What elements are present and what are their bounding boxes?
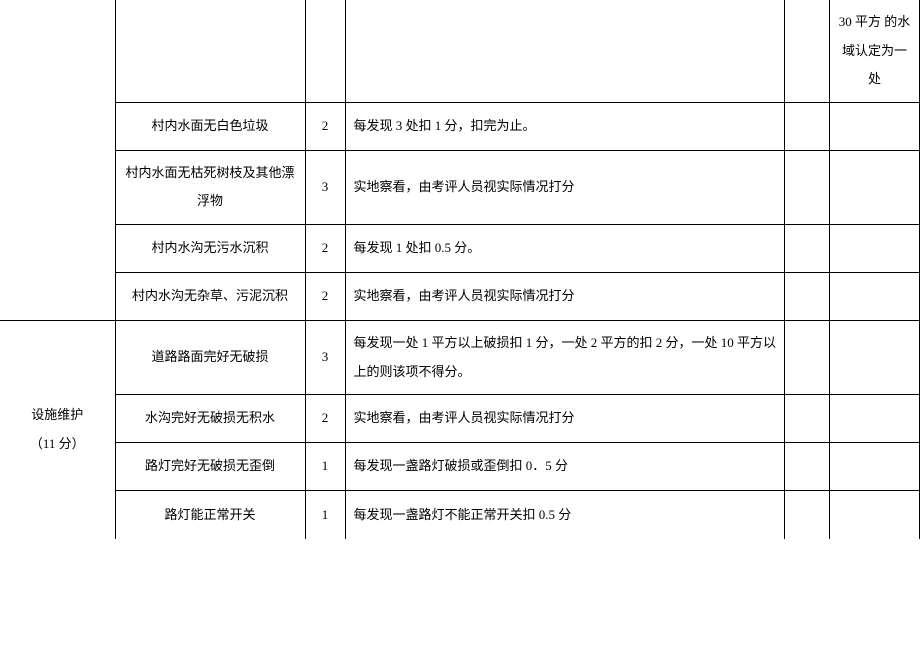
note-cell — [830, 272, 920, 320]
table-row: 设施维护 （11 分） 道路路面完好无破损 3 每发现一处 1 平方以上破损扣 … — [0, 320, 920, 394]
item-cell: 路灯完好无破损无歪倒 — [115, 443, 305, 491]
desc-cell: 每发现一处 1 平方以上破损扣 1 分，一处 2 平方的扣 2 分，一处 10 … — [345, 320, 785, 394]
note-text: 30 平方 的水域认定为一处 — [839, 14, 911, 86]
desc-cell: 每发现 3 处扣 1 分，扣完为止。 — [345, 102, 785, 150]
score-cell: 1 — [305, 491, 345, 539]
item-cell — [115, 0, 305, 102]
table-row: 村内水沟无杂草、污泥沉积 2 实地察看，由考评人员视实际情况打分 — [0, 272, 920, 320]
blank-cell — [785, 224, 830, 272]
table-row: 路灯能正常开关 1 每发现一盏路灯不能正常开关扣 0.5 分 — [0, 491, 920, 539]
score-cell: 1 — [305, 443, 345, 491]
note-cell — [830, 443, 920, 491]
blank-cell — [785, 491, 830, 539]
blank-cell — [785, 443, 830, 491]
blank-cell — [785, 395, 830, 443]
score-cell: 2 — [305, 272, 345, 320]
table-row: 30 平方 的水域认定为一处 — [0, 0, 920, 102]
score-cell — [305, 0, 345, 102]
table-row: 村内水沟无污水沉积 2 每发现 1 处扣 0.5 分。 — [0, 224, 920, 272]
score-cell: 2 — [305, 224, 345, 272]
note-cell — [830, 102, 920, 150]
item-cell: 水沟完好无破损无积水 — [115, 395, 305, 443]
desc-cell: 实地察看，由考评人员视实际情况打分 — [345, 150, 785, 224]
desc-cell: 实地察看，由考评人员视实际情况打分 — [345, 395, 785, 443]
table-row: 村内水面无白色垃圾 2 每发现 3 处扣 1 分，扣完为止。 — [0, 102, 920, 150]
score-cell: 2 — [305, 395, 345, 443]
note-cell: 30 平方 的水域认定为一处 — [830, 0, 920, 102]
item-cell: 道路路面完好无破损 — [115, 320, 305, 394]
blank-cell — [785, 102, 830, 150]
score-cell: 3 — [305, 320, 345, 394]
blank-cell — [785, 320, 830, 394]
score-cell: 3 — [305, 150, 345, 224]
item-cell: 村内水沟无污水沉积 — [115, 224, 305, 272]
note-cell — [830, 320, 920, 394]
category-cell: 设施维护 （11 分） — [0, 320, 115, 538]
note-cell — [830, 395, 920, 443]
item-cell: 村内水沟无杂草、污泥沉积 — [115, 272, 305, 320]
desc-cell — [345, 0, 785, 102]
note-cell — [830, 224, 920, 272]
category-cell — [0, 0, 115, 320]
note-cell — [830, 491, 920, 539]
item-cell: 村内水面无白色垃圾 — [115, 102, 305, 150]
note-cell — [830, 150, 920, 224]
item-cell: 路灯能正常开关 — [115, 491, 305, 539]
blank-cell — [785, 0, 830, 102]
table-row: 路灯完好无破损无歪倒 1 每发现一盏路灯破损或歪倒扣 0．5 分 — [0, 443, 920, 491]
desc-cell: 每发现一盏路灯破损或歪倒扣 0．5 分 — [345, 443, 785, 491]
desc-cell: 每发现一盏路灯不能正常开关扣 0.5 分 — [345, 491, 785, 539]
desc-cell: 每发现 1 处扣 0.5 分。 — [345, 224, 785, 272]
blank-cell — [785, 150, 830, 224]
table-row: 水沟完好无破损无积水 2 实地察看，由考评人员视实际情况打分 — [0, 395, 920, 443]
score-cell: 2 — [305, 102, 345, 150]
assessment-table: 30 平方 的水域认定为一处 村内水面无白色垃圾 2 每发现 3 处扣 1 分，… — [0, 0, 920, 539]
table-row: 村内水面无枯死树枝及其他漂浮物 3 实地察看，由考评人员视实际情况打分 — [0, 150, 920, 224]
desc-cell: 实地察看，由考评人员视实际情况打分 — [345, 272, 785, 320]
blank-cell — [785, 272, 830, 320]
item-cell: 村内水面无枯死树枝及其他漂浮物 — [115, 150, 305, 224]
